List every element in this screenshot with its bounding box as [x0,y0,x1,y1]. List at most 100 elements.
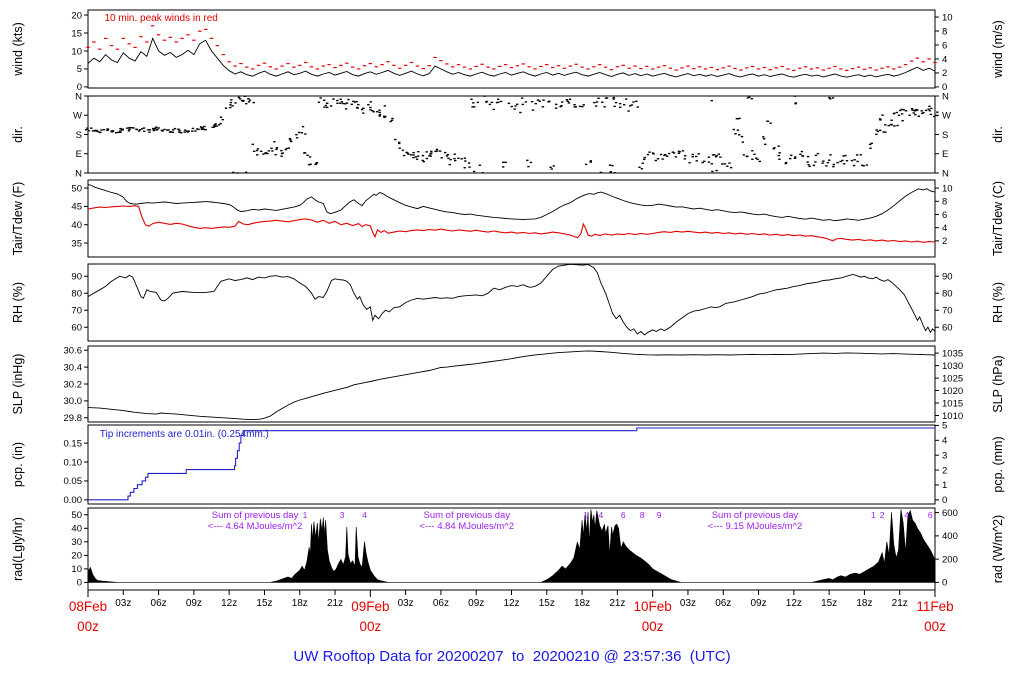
ylabel-left-dir: dir. [11,126,25,143]
panel-frame-rh [87,263,936,342]
x-hour-label: 12z [221,598,237,609]
svg-text:W: W [73,111,82,122]
svg-text:30.0: 30.0 [64,396,83,407]
tair-trace [87,183,936,222]
rad-uv-digit: 3 [340,510,345,520]
svg-text:29.8: 29.8 [64,413,83,424]
x-day-time-label: 00z [642,619,664,634]
x-hour-label: 06z [715,598,731,609]
svg-text:90: 90 [71,272,82,283]
tdew-trace [87,205,936,243]
y-axis-ticks-pcp: 0.00 0.05 0.10 0.15 0 1 2 3 4 5 [64,421,948,506]
panel-rh: 60 70 80 90 60 70 80 90 RH (%) RH (%) [11,263,1005,342]
x-hour-label: 15z [539,598,555,609]
svg-text:60: 60 [71,323,82,334]
x-hour-label: 21z [892,598,908,609]
svg-text:0: 0 [77,82,82,93]
svg-text:80: 80 [942,289,953,300]
svg-text:4: 4 [942,223,947,234]
panel-frame-slp [87,345,936,423]
y-axis-ticks-wind: 0 5 10 15 20 0 2 4 6 8 10 [71,10,952,93]
svg-text:60: 60 [942,323,953,334]
ylabel-left-pcp: pcp. (in) [11,442,25,487]
svg-text:30.2: 30.2 [64,379,83,390]
rad-uv-digit: 2 [880,510,885,520]
svg-text:5: 5 [942,421,947,432]
svg-text:1035: 1035 [942,348,963,359]
x-axis: 08Feb 00z 03z 06z 09z 12z 15z 18z 21z 09Feb 00z 03z… [69,590,954,634]
rad-uv-digit: 4 [599,510,604,520]
wind-peak-dashes [86,25,937,71]
panel-frame-wind [87,9,936,89]
svg-text:1015: 1015 [942,398,963,409]
rad-uv-digit: 1 [583,510,588,520]
x-hour-label: 15z [256,598,272,609]
svg-text:35: 35 [71,238,82,249]
svg-text:400: 400 [942,531,958,542]
svg-text:W: W [942,111,951,122]
x-hour-label: 06z [151,598,167,609]
svg-text:8: 8 [942,26,947,37]
svg-text:4: 4 [942,436,947,447]
panel-pcp: 0.00 0.05 0.10 0.15 0 1 2 3 4 5 pcp. (in) pcp. (mm)… [11,421,1005,506]
ylabel-left-rh: RH (%) [11,282,25,323]
pcp-step-trace [88,427,935,501]
wind-peak-note: 10 min. peak winds in red [104,13,217,24]
x-hour-label: 21z [609,598,625,609]
y-axis-ticks-rh: 60 70 80 90 60 70 80 90 [71,272,952,334]
panel-rad: 0 10 20 30 40 50 0 200 400 600 rad(Lgly/hr) rad (W/… [11,507,1005,591]
svg-text:2: 2 [942,465,947,476]
svg-text:E: E [76,149,82,160]
x-hour-label: 15z [821,598,837,609]
svg-text:0.00: 0.00 [64,495,83,506]
panel-frame-temp [87,179,936,258]
svg-text:70: 70 [71,306,82,317]
svg-text:4: 4 [942,54,947,65]
rad-sum-label: Sum of previous day [423,510,510,521]
rad-sum-label: Sum of previous day [212,510,299,521]
ylabel-left-rad: rad(Lgly/hr) [11,517,25,581]
pcp-tip-note: Tip increments are 0.01in. (0.254mm.) [100,429,269,440]
svg-text:20: 20 [71,551,82,562]
svg-text:30: 30 [71,537,82,548]
svg-text:90: 90 [942,272,953,283]
svg-text:0.15: 0.15 [64,438,83,449]
page-title: UW Rooftop Data for 20200207 to 20200210… [293,648,731,665]
rad-sum-value: <--- 9.15 MJoules/m^2 [708,521,802,532]
ylabel-right-rh: RH (%) [991,282,1005,323]
x-hour-label: 09z [468,598,484,609]
y-axis-ticks-rad: 0 10 20 30 40 50 0 200 400 600 [71,508,957,589]
svg-text:N: N [942,168,949,179]
dir-scatter [84,95,939,174]
rad-sum-label: Sum of previous day [712,510,799,521]
ylabel-right-wind: wind (m/s) [991,20,1005,79]
panel-frame-pcp [87,424,936,505]
rh-trace [87,263,936,336]
x-hour-label: 18z [292,598,308,609]
rad-uv-digit: 6 [621,510,626,520]
x-day-label: 11Feb [916,599,953,614]
rad-annotations: Sum of previous day<--- 4.64 MJoules/m^2… [208,510,933,532]
rad-sum-value: <--- 4.84 MJoules/m^2 [420,521,514,532]
svg-text:0.10: 0.10 [64,457,83,468]
rad-uv-digit: 1 [303,510,308,520]
x-hour-label: 03z [398,598,414,609]
svg-text:0: 0 [942,82,947,93]
ylabel-left-wind: wind (kts) [11,22,25,76]
svg-text:1025: 1025 [942,373,963,384]
svg-text:1010: 1010 [942,411,963,422]
y-axis-ticks-temp: 35 40 45 50 2 4 6 8 10 [71,183,952,249]
svg-text:N: N [75,91,82,102]
rad-uv-digit: 8 [640,510,645,520]
svg-text:70: 70 [942,306,953,317]
rad-uv-digit: 9 [657,510,662,520]
rad-sum-value: <--- 4.64 MJoules/m^2 [208,521,302,532]
svg-text:2: 2 [942,68,947,79]
x-hour-label: 12z [786,598,802,609]
svg-text:30.6: 30.6 [64,346,83,357]
